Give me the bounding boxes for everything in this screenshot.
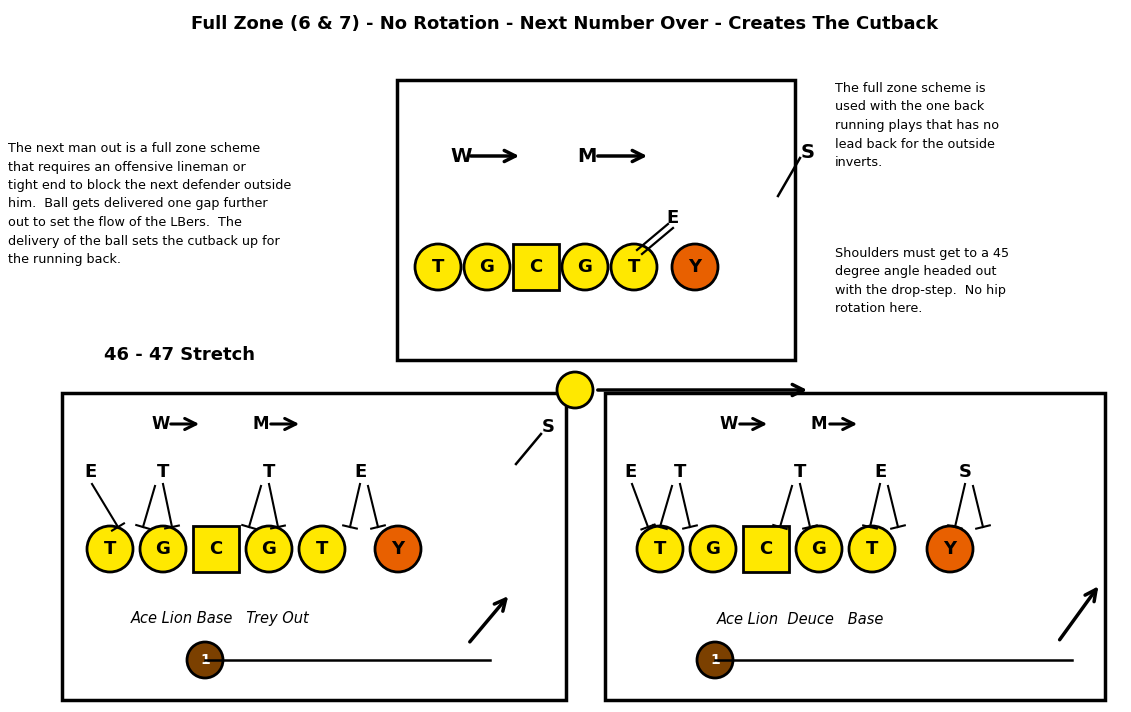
Text: Shoulders must get to a 45
degree angle headed out
with the drop-step.  No hip
r: Shoulders must get to a 45 degree angle … bbox=[835, 247, 1009, 315]
Text: G: G bbox=[261, 540, 276, 558]
Text: Y: Y bbox=[689, 258, 701, 276]
Text: T: T bbox=[432, 258, 444, 276]
Text: T: T bbox=[157, 463, 170, 481]
Circle shape bbox=[927, 526, 973, 572]
Text: S: S bbox=[801, 142, 815, 162]
Text: T: T bbox=[104, 540, 116, 558]
Circle shape bbox=[697, 642, 733, 678]
Circle shape bbox=[464, 244, 510, 290]
Text: T: T bbox=[794, 463, 806, 481]
Text: The next man out is a full zone scheme
that requires an offensive lineman or
tig: The next man out is a full zone scheme t… bbox=[8, 142, 292, 266]
Text: S: S bbox=[958, 463, 972, 481]
Text: Full Zone (6 & 7) - No Rotation - Next Number Over - Creates The Cutback: Full Zone (6 & 7) - No Rotation - Next N… bbox=[191, 15, 939, 33]
Text: T: T bbox=[866, 540, 878, 558]
Text: S: S bbox=[542, 418, 554, 436]
FancyBboxPatch shape bbox=[743, 526, 789, 572]
Text: C: C bbox=[209, 540, 223, 558]
Circle shape bbox=[672, 244, 718, 290]
Text: M: M bbox=[252, 415, 268, 433]
Circle shape bbox=[187, 642, 223, 678]
Text: 1: 1 bbox=[200, 653, 210, 667]
Text: G: G bbox=[706, 540, 720, 558]
Text: W: W bbox=[720, 415, 739, 433]
Text: T: T bbox=[654, 540, 666, 558]
Text: M: M bbox=[810, 415, 827, 433]
Text: M: M bbox=[577, 147, 596, 165]
Circle shape bbox=[140, 526, 185, 572]
Circle shape bbox=[247, 526, 292, 572]
Text: Ace Lion  Deuce   Base: Ace Lion Deuce Base bbox=[716, 612, 883, 627]
Circle shape bbox=[87, 526, 133, 572]
Text: E: E bbox=[874, 463, 886, 481]
FancyBboxPatch shape bbox=[605, 393, 1105, 700]
Text: W: W bbox=[450, 147, 472, 165]
Circle shape bbox=[796, 526, 841, 572]
Text: Y: Y bbox=[943, 540, 957, 558]
Circle shape bbox=[690, 526, 736, 572]
Text: E: E bbox=[624, 463, 636, 481]
FancyBboxPatch shape bbox=[397, 80, 795, 360]
Text: T: T bbox=[262, 463, 275, 481]
Circle shape bbox=[637, 526, 683, 572]
Text: Ace Lion Base   Trey Out: Ace Lion Base Trey Out bbox=[130, 612, 310, 627]
Text: C: C bbox=[529, 258, 543, 276]
Text: G: G bbox=[812, 540, 827, 558]
Text: T: T bbox=[316, 540, 328, 558]
Text: The full zone scheme is
used with the one back
running plays that has no
lead ba: The full zone scheme is used with the on… bbox=[835, 82, 999, 169]
Circle shape bbox=[562, 244, 608, 290]
Text: E: E bbox=[666, 209, 679, 227]
Circle shape bbox=[556, 372, 593, 408]
Circle shape bbox=[849, 526, 895, 572]
Text: E: E bbox=[84, 463, 96, 481]
Text: T: T bbox=[628, 258, 640, 276]
Text: 46 - 47 Stretch: 46 - 47 Stretch bbox=[104, 346, 256, 364]
Text: G: G bbox=[156, 540, 171, 558]
Text: Y: Y bbox=[391, 540, 405, 558]
Circle shape bbox=[611, 244, 657, 290]
Text: G: G bbox=[480, 258, 494, 276]
Circle shape bbox=[375, 526, 421, 572]
Text: E: E bbox=[354, 463, 366, 481]
Text: 1: 1 bbox=[710, 653, 719, 667]
Text: C: C bbox=[759, 540, 772, 558]
FancyBboxPatch shape bbox=[193, 526, 239, 572]
FancyBboxPatch shape bbox=[513, 244, 559, 290]
Circle shape bbox=[415, 244, 461, 290]
Text: T: T bbox=[674, 463, 687, 481]
FancyBboxPatch shape bbox=[62, 393, 566, 700]
Text: W: W bbox=[152, 415, 171, 433]
Text: G: G bbox=[578, 258, 593, 276]
Circle shape bbox=[299, 526, 345, 572]
